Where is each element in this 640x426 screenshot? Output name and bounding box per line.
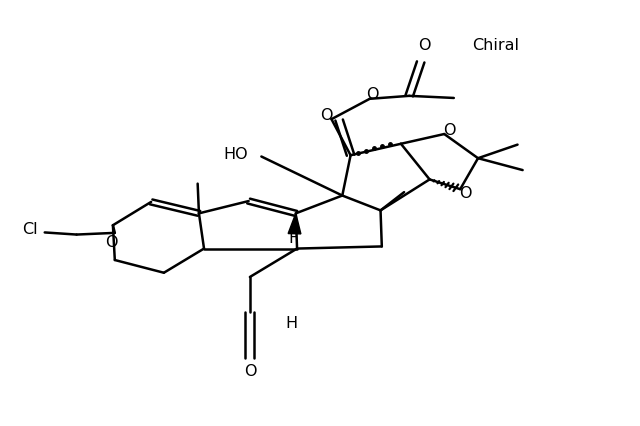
Text: Chiral: Chiral xyxy=(472,38,519,53)
Text: O: O xyxy=(105,234,117,249)
Text: O: O xyxy=(459,185,472,200)
Text: Cl: Cl xyxy=(22,221,37,236)
Polygon shape xyxy=(288,214,301,234)
Text: H: H xyxy=(285,316,298,331)
Text: O: O xyxy=(443,123,456,138)
Text: O: O xyxy=(320,108,333,123)
Text: O: O xyxy=(366,87,378,102)
Text: HO: HO xyxy=(223,146,248,161)
Text: O: O xyxy=(419,38,431,53)
Text: O: O xyxy=(244,363,256,378)
Text: F: F xyxy=(289,230,298,245)
